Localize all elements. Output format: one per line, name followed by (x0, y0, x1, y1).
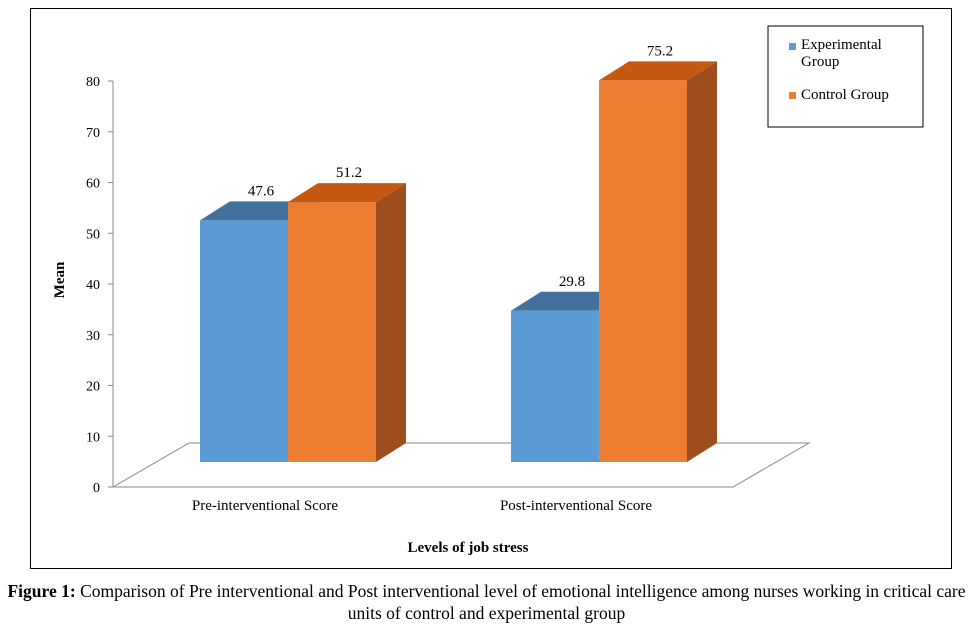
y-tick-label: 0 (93, 481, 100, 496)
figure-label: Figure 1: (7, 581, 76, 601)
bar-chart: 0 10 20 30 40 50 60 70 80 47.6 51.2 Pre-interventi… (52, 25, 924, 556)
legend-box (767, 25, 924, 128)
legend: Experimental Group Control Group (767, 25, 924, 128)
y-axis-title: Mean (52, 261, 68, 298)
bar-top (288, 183, 406, 203)
data-label: 75.2 (647, 43, 673, 59)
y-tick-label: 70 (86, 126, 100, 141)
data-labels: 47.6 51.2 Pre-interventional Score 29.8 75.2… (192, 43, 673, 514)
bar (288, 202, 376, 462)
bar (200, 220, 288, 462)
floor-plane (111, 442, 811, 488)
y-tick-label: 60 (86, 177, 100, 192)
y-tick-label: 30 (86, 329, 100, 344)
x-tick-label: Post-interventional Score (500, 498, 652, 514)
chart-floor (111, 442, 811, 488)
y-tick-label: 80 (86, 75, 100, 90)
legend-label-control: Control Group (801, 87, 889, 103)
chart-frame: 0 10 20 30 40 50 60 70 80 47.6 51.2 Pre-interventi… (30, 8, 952, 569)
bar-side (687, 61, 717, 463)
bar-side (376, 183, 406, 462)
y-axis: 0 10 20 30 40 50 60 70 80 (86, 75, 114, 496)
bar (599, 80, 687, 463)
x-axis-title: Levels of job stress (408, 540, 529, 556)
legend-label-experimental-line1: Experimental (801, 37, 882, 53)
figure-caption: Figure 1: Comparison of Pre intervention… (0, 580, 973, 624)
y-tick-label: 40 (86, 278, 100, 293)
bar (511, 310, 599, 462)
y-tick-label: 20 (86, 380, 100, 395)
data-label: 47.6 (248, 183, 275, 199)
y-tick-label: 50 (86, 227, 100, 242)
figure-caption-text: Comparison of Pre interventional and Pos… (80, 581, 966, 623)
x-tick-label: Pre-interventional Score (192, 498, 339, 514)
data-label: 51.2 (336, 165, 362, 181)
legend-swatch-experimental (789, 43, 796, 50)
bars (200, 61, 717, 463)
data-label: 29.8 (559, 274, 585, 290)
bar-top (599, 61, 717, 81)
legend-swatch-control (789, 92, 796, 99)
y-tick-label: 10 (86, 430, 100, 445)
legend-label-experimental-line2: Group (801, 54, 839, 70)
